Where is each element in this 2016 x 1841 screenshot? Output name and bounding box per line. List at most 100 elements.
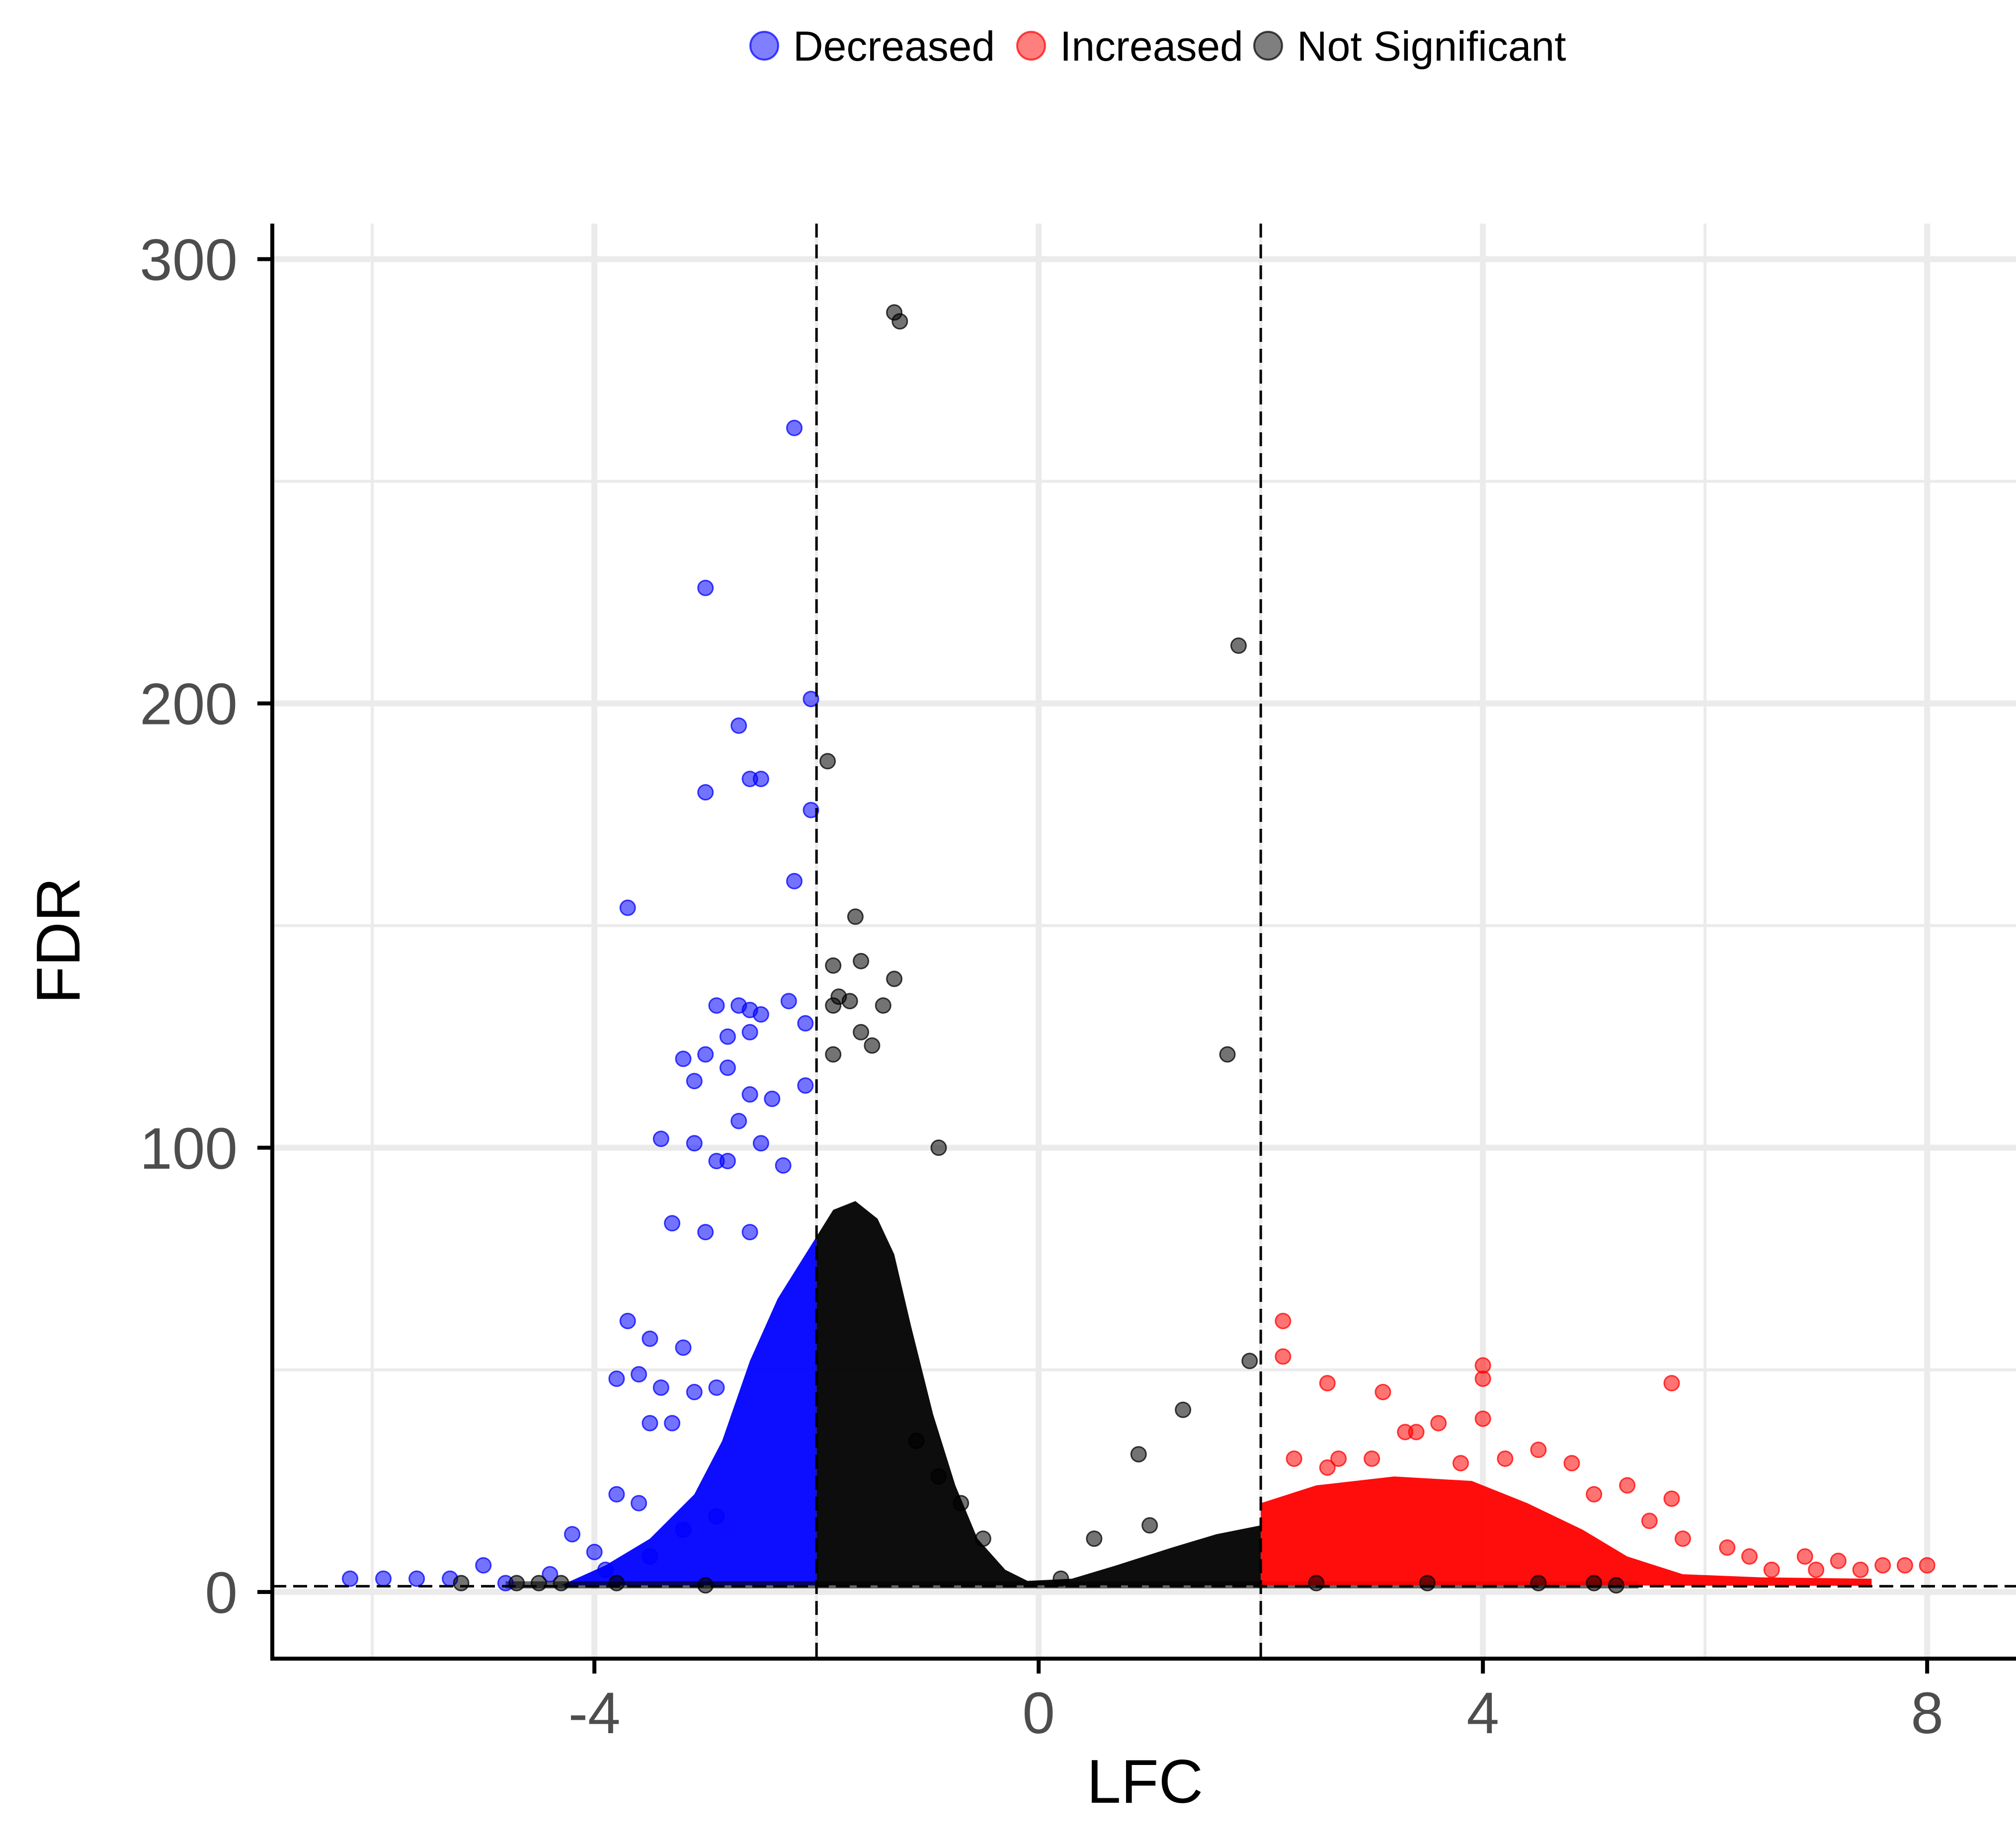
increased-point <box>1474 1410 1491 1427</box>
decreased-point <box>597 1561 614 1578</box>
legend-item-increased: Increased <box>1016 23 1243 70</box>
not-significant-point <box>853 1024 870 1041</box>
decreased-point <box>619 1313 636 1329</box>
legend: Decreased Increased Not Significant <box>749 23 1566 70</box>
increased-point <box>1319 1459 1336 1476</box>
scatter-points <box>342 304 1935 1594</box>
not-significant-point <box>974 1530 991 1547</box>
legend-swatch-not-significant <box>1253 31 1283 61</box>
decreased-point <box>652 1379 669 1396</box>
decreased-point <box>786 873 803 889</box>
increased-point <box>1452 1455 1469 1472</box>
increased-point <box>1364 1450 1380 1467</box>
increased-point <box>1286 1450 1302 1467</box>
increased-point <box>1374 1384 1391 1400</box>
axes <box>270 224 2016 1661</box>
not-significant-point <box>908 1433 925 1449</box>
decreased-point <box>619 899 636 916</box>
increased-point <box>1563 1455 1580 1472</box>
increased-point-cloud <box>1261 1476 1872 1586</box>
not-significant-point <box>825 1046 842 1063</box>
decreased-point <box>803 691 819 708</box>
decreased-point <box>786 419 803 436</box>
increased-point <box>1275 1348 1291 1365</box>
decreased-point <box>697 1224 714 1241</box>
decreased-point <box>708 1153 725 1170</box>
increased-point <box>1474 1370 1491 1387</box>
decreased-point <box>408 1570 425 1587</box>
increased-point <box>1897 1557 1913 1574</box>
decreased-point <box>741 1224 758 1241</box>
increased-point <box>1497 1450 1514 1467</box>
x-tick-label: 0 <box>1022 1681 1055 1746</box>
increased-point <box>1619 1477 1636 1494</box>
decreased-point <box>697 784 714 800</box>
not-significant-point <box>553 1575 569 1592</box>
y-tick-label: 300 <box>140 228 238 293</box>
y-tick-label: 200 <box>140 672 238 737</box>
decreased-point <box>803 801 819 818</box>
decreased-point <box>797 1015 814 1032</box>
decreased-point <box>797 1077 814 1094</box>
not-significant-point <box>1052 1570 1069 1587</box>
decreased-point <box>664 1415 681 1432</box>
decreased-point <box>741 1086 758 1103</box>
decreased-point <box>675 1521 692 1538</box>
not-significant-point <box>1130 1446 1147 1463</box>
not-significant-point <box>841 993 858 1010</box>
decreased-point <box>697 579 714 596</box>
not-significant-point <box>453 1575 470 1592</box>
not-significant-point <box>608 1575 625 1592</box>
not-significant-point <box>847 908 864 925</box>
decreased-point <box>675 1050 692 1067</box>
legend-item-not-significant: Not Significant <box>1253 23 1566 70</box>
increased-point <box>1763 1561 1780 1578</box>
legend-swatch-decreased <box>749 31 779 61</box>
increased-point <box>1430 1415 1447 1432</box>
x-tick-label: 4 <box>1466 1681 1499 1746</box>
not-significant-point <box>819 753 836 770</box>
decreased-point <box>730 717 747 734</box>
decreased-point <box>608 1486 625 1503</box>
decreased-point <box>719 1059 736 1076</box>
increased-point <box>1330 1450 1347 1467</box>
not-significant-point <box>1241 1353 1258 1369</box>
not-significant-point <box>825 957 842 974</box>
y-tick-label: 100 <box>140 1116 238 1182</box>
not-significant-point <box>953 1495 969 1512</box>
increased-point <box>1675 1530 1691 1547</box>
decreased-point <box>475 1557 492 1574</box>
not-significant-point <box>930 1468 947 1485</box>
legend-label-not-significant: Not Significant <box>1297 23 1566 70</box>
decreased-point <box>686 1384 703 1400</box>
decreased-point <box>642 1548 658 1565</box>
decreased-point <box>375 1570 392 1587</box>
reference-lines <box>272 224 2016 1659</box>
legend-label-increased: Increased <box>1060 23 1243 70</box>
not-significant-point <box>891 313 908 330</box>
not-significant-point <box>1219 1046 1236 1063</box>
decreased-point <box>608 1370 625 1387</box>
decreased-point-cloud <box>561 1236 817 1586</box>
not-significant-point <box>530 1575 547 1592</box>
decreased-point <box>764 1090 781 1107</box>
not-significant-point <box>1308 1575 1325 1592</box>
decreased-point <box>708 997 725 1014</box>
decreased-point <box>686 1073 703 1090</box>
increased-point <box>1874 1557 1891 1574</box>
not-significant-point <box>1175 1401 1192 1418</box>
legend-label-decreased: Decreased <box>793 23 995 70</box>
x-axis-title: LFC <box>1087 1748 1203 1816</box>
ticks: -4 0 4 8 0 100 200 300 <box>140 228 1943 1746</box>
decreased-point <box>542 1566 559 1583</box>
increased-point <box>1397 1424 1414 1441</box>
decreased-point <box>730 1113 747 1129</box>
y-axis-title: FDR <box>24 878 93 1004</box>
not-significant-point <box>508 1575 525 1592</box>
not-significant-point <box>930 1139 947 1156</box>
decreased-point <box>697 1046 714 1063</box>
decreased-point <box>631 1366 647 1383</box>
decreased-point <box>586 1543 603 1560</box>
decreased-point <box>780 993 797 1010</box>
